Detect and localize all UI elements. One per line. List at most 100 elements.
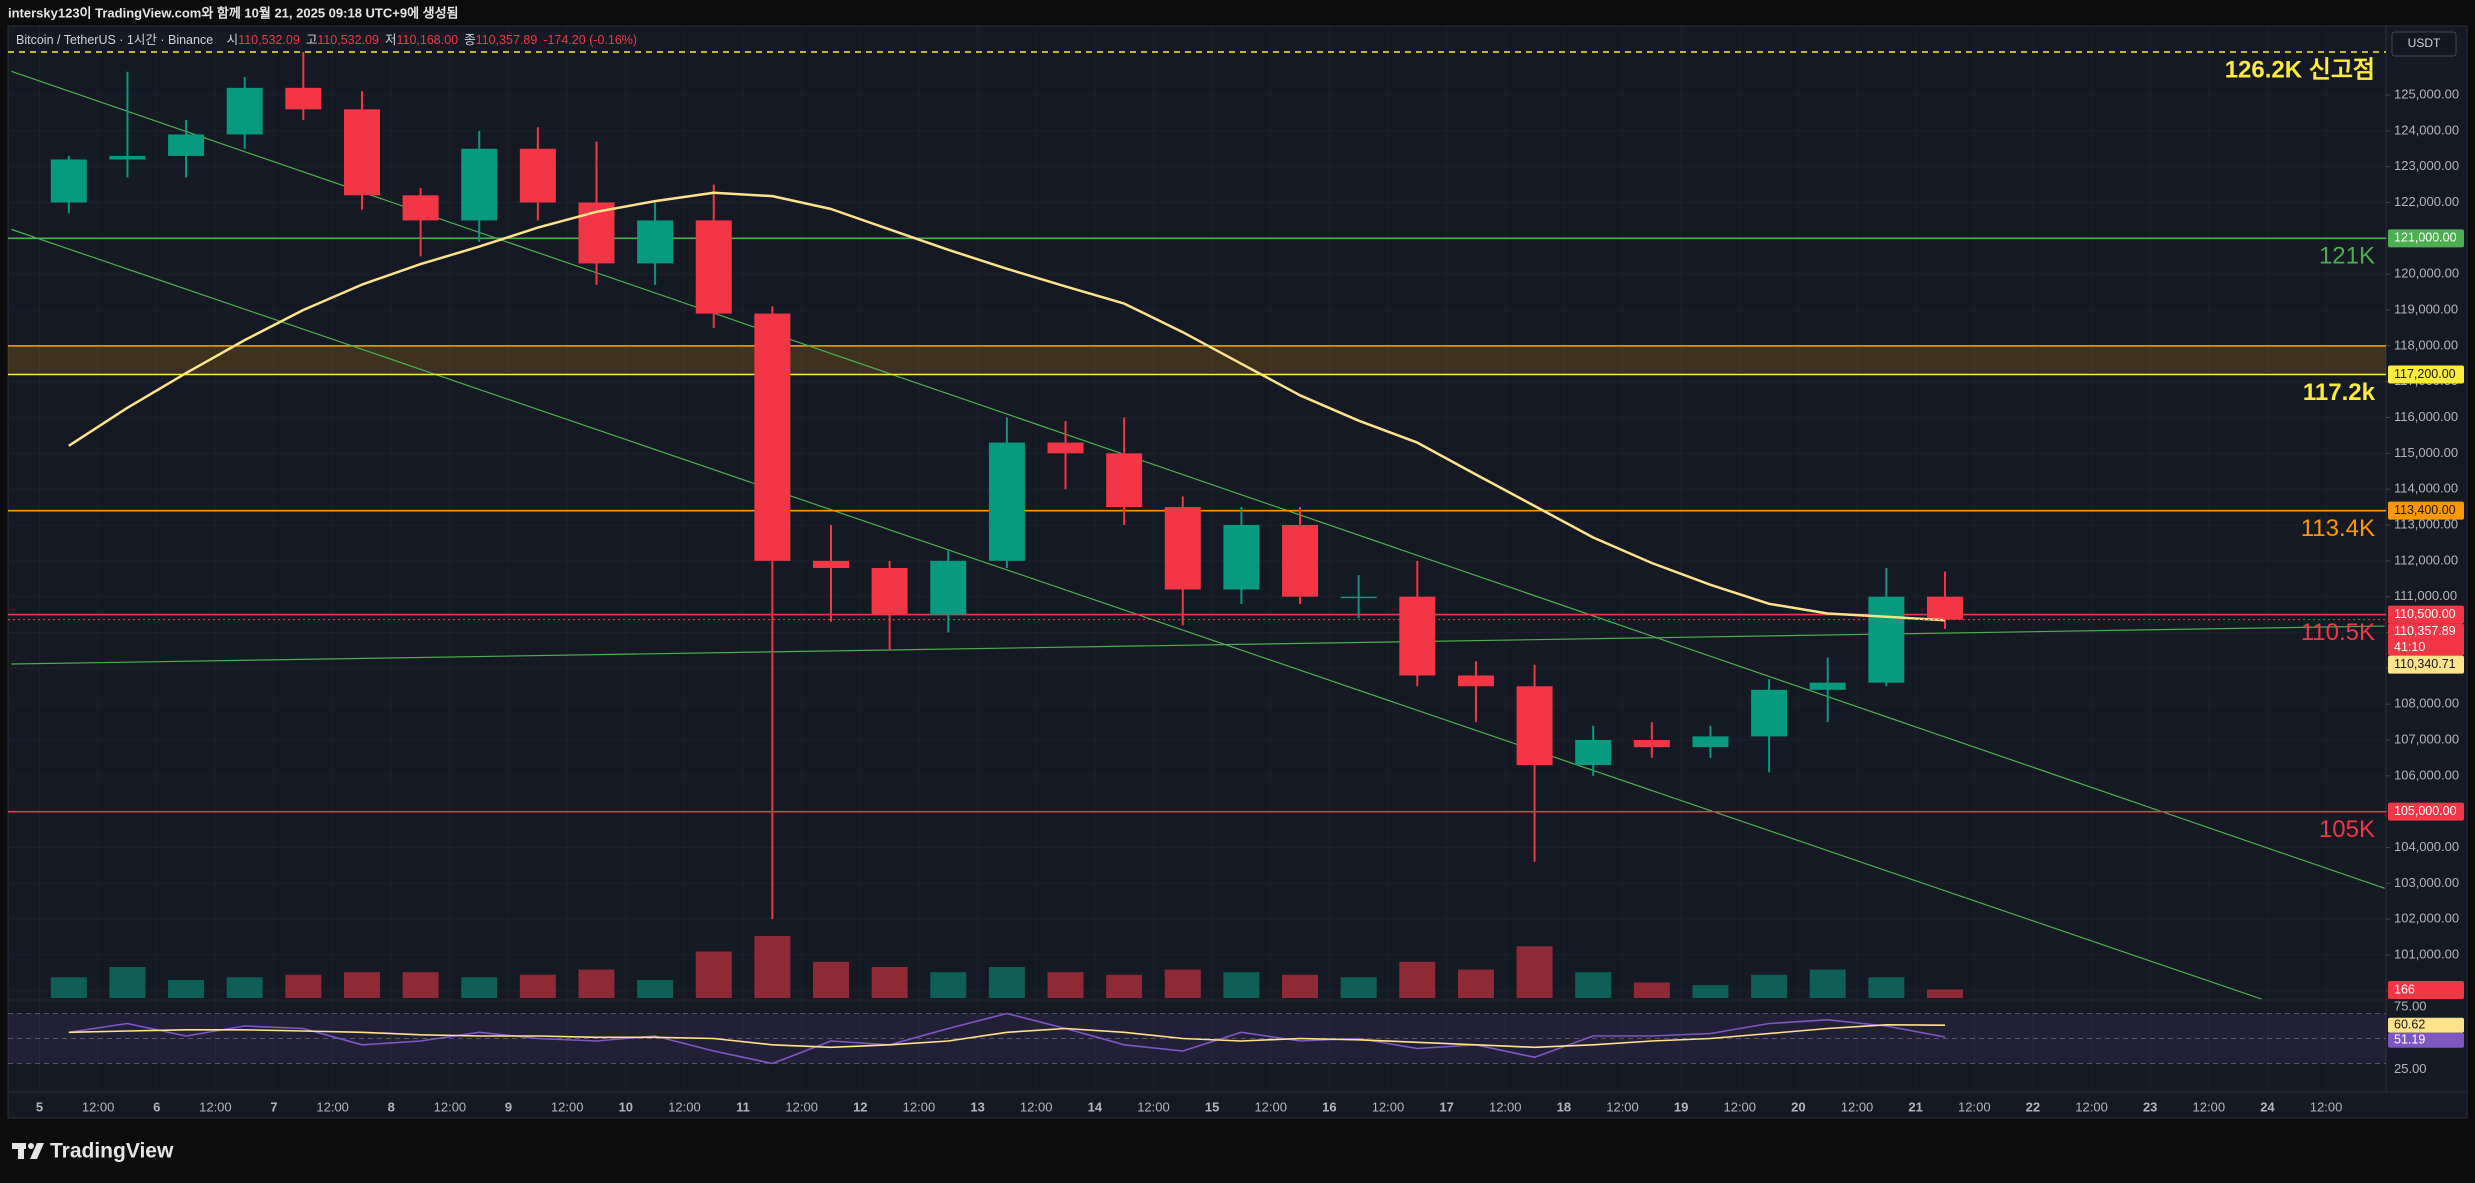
level-note: 117.2k: [2303, 379, 2376, 406]
volume-bar: [1047, 972, 1084, 998]
candle-body: [109, 155, 146, 160]
volume-bar: [1282, 974, 1319, 998]
price-tag-label: 113,400.00: [2394, 503, 2456, 517]
price-tag: [2388, 365, 2464, 384]
price-tag-label: 110,357.89: [2394, 624, 2456, 638]
volume-bar: [285, 974, 322, 998]
price-tag: [2388, 655, 2464, 674]
candle-body: [988, 442, 1025, 561]
moving-average: [68, 191, 1946, 622]
x-tick-label: 12:00: [2075, 1099, 2108, 1114]
y-tick-label: 114,000.00: [2394, 481, 2458, 496]
x-tick-label: 12:00: [903, 1099, 936, 1114]
volume-bar: [930, 972, 967, 998]
price-tag-label: 110,340.71: [2394, 657, 2456, 671]
x-tick-label: 12:00: [434, 1099, 467, 1114]
level-note: 110.5K: [2301, 619, 2375, 646]
y-tick-label: 125,000.00: [2394, 86, 2459, 101]
volume-bar: [1340, 977, 1377, 998]
y-tick-label: 119,000.00: [2394, 301, 2458, 316]
price-tag-label: 166: [2394, 982, 2415, 996]
candle-body: [1164, 507, 1201, 590]
footer: [0, 1119, 2475, 1183]
price-tag: [2388, 802, 2464, 821]
x-tick-label: 12:00: [1254, 1099, 1287, 1114]
currency-box[interactable]: [2391, 31, 2457, 57]
x-tick-label: 18: [1557, 1099, 1571, 1114]
volume-bar: [1868, 977, 1905, 998]
x-tick-label: 17: [1439, 1099, 1453, 1114]
candle-body: [1751, 689, 1788, 737]
legend-key: 고: [306, 33, 318, 47]
y-tick-label: 102,000.00: [2394, 911, 2459, 926]
y-tick-label: 116,000.00: [2394, 409, 2458, 424]
volume-bar: [1223, 972, 1260, 998]
x-tick-label: 12:00: [551, 1099, 584, 1114]
volume-bar: [461, 977, 498, 998]
x-tick-label: 15: [1205, 1099, 1219, 1114]
candle-body: [1223, 525, 1260, 590]
x-tick-label: 20: [1791, 1099, 1805, 1114]
candle-body: [1575, 740, 1612, 766]
candle-body: [1516, 686, 1553, 766]
candle-body: [402, 195, 439, 221]
volume-bar: [1516, 946, 1553, 998]
legend-key: 종: [464, 33, 476, 47]
x-tick-label: 12:00: [1137, 1099, 1170, 1114]
rsi-ma: [68, 1024, 1946, 1049]
price-tag: [2388, 605, 2464, 624]
price-tag-label: 105,000.00: [2394, 804, 2457, 818]
legend-value: 110,532.09: [238, 33, 300, 47]
x-tick-label: 9: [505, 1099, 512, 1114]
logo-text: TradingView: [50, 1140, 174, 1163]
x-tick-label: 12:00: [2193, 1099, 2226, 1114]
candle-body: [1868, 596, 1905, 683]
candle-body: [50, 159, 87, 203]
volume-bar: [1809, 969, 1846, 998]
rsi-pane: [8, 1012, 2386, 1065]
x-tick-label: 6: [153, 1099, 160, 1114]
y-tick-label: 122,000.00: [2394, 194, 2459, 209]
price-tag-label: 117,200.00: [2394, 367, 2456, 381]
y-tick-label: 120,000.00: [2394, 266, 2459, 281]
rsi-tick-label: 75.00: [2394, 999, 2427, 1014]
legend-value: 110,532.09: [317, 33, 379, 47]
volume-bar: [1399, 961, 1436, 998]
x-tick-label: 21: [1908, 1099, 1922, 1114]
logo-part: [30, 1143, 44, 1159]
x-tick-label: 12:00: [785, 1099, 818, 1114]
candle-body: [1047, 442, 1084, 454]
candle-body: [1457, 675, 1494, 687]
candle-body: [226, 87, 263, 135]
caption-bar: [0, 0, 2475, 26]
volume-bar: [1106, 974, 1143, 998]
candle-body: [1106, 453, 1143, 508]
candle-body: [871, 568, 908, 615]
candle-body: [1340, 596, 1377, 599]
volume-bar: [519, 974, 556, 998]
y-tick-label: 123,000.00: [2394, 158, 2459, 173]
x-tick-label: 12:00: [82, 1099, 115, 1114]
rsi-tick-label: 25.00: [2394, 1061, 2427, 1076]
candle-body: [1926, 596, 1963, 620]
volume-bar: [343, 972, 380, 998]
legend-value: 110,357.89: [476, 33, 538, 47]
price-tags: 121,000.00 117,200.00 113,400.00 110,500.00…: [2388, 229, 2464, 1048]
x-tick-label: 12:00: [1606, 1099, 1639, 1114]
volume-bar: [1692, 985, 1729, 998]
candle-body: [637, 220, 674, 264]
candle-body: [285, 87, 322, 110]
volume-bar: [754, 936, 791, 998]
x-tick-label: 23: [2143, 1099, 2157, 1114]
currency[interactable]: USDT: [2408, 36, 2441, 50]
candle-body: [813, 560, 850, 568]
volume-bar: [1926, 989, 1963, 998]
y-tick-label: 113,000.00: [2394, 516, 2458, 531]
price-tag: [2388, 981, 2464, 999]
level-note: 121K: [2319, 243, 2375, 270]
volume-bar: [988, 967, 1025, 998]
volume-bar: [1575, 972, 1612, 998]
x-tick-label: 12:00: [1958, 1099, 1991, 1114]
